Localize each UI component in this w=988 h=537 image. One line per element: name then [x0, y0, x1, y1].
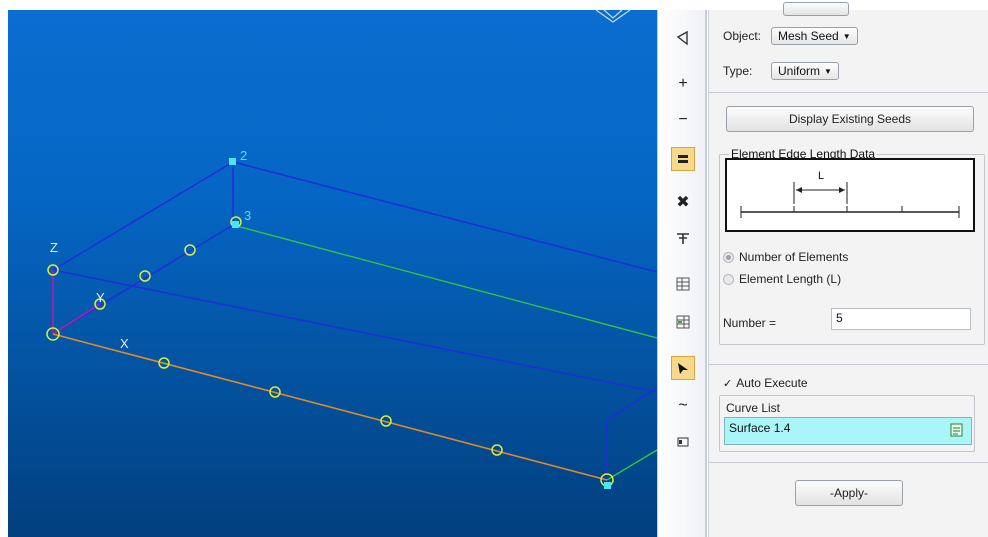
divider — [709, 364, 988, 365]
apply-button[interactable]: -Apply- — [795, 480, 903, 506]
edge-green-back — [232, 224, 657, 339]
length-diagram-graphic — [740, 182, 960, 218]
object-label: Object: — [723, 29, 762, 43]
toolbar-divider — [705, 10, 707, 537]
curve-list-label: Curve List — [726, 401, 781, 415]
mesh-seed-panel: Object: Mesh Seed ▼ Type: Uniform ▼ Disp… — [708, 2, 988, 537]
seed-marker — [139, 270, 151, 282]
pick-list-icon[interactable] — [949, 422, 965, 441]
curve-list-field[interactable]: Surface 1.4 — [724, 417, 972, 445]
zoom-out-icon[interactable]: − — [678, 111, 688, 128]
edge-green-front — [606, 449, 657, 481]
node-marker — [232, 221, 239, 228]
radio-element-length-label: Element Length (L) — [739, 272, 842, 286]
list-grid-icon[interactable] — [671, 272, 695, 296]
edge-top-back — [232, 161, 657, 273]
object-select-value: Mesh Seed — [778, 29, 839, 43]
number-input[interactable]: 5 — [831, 308, 971, 330]
node-marker — [604, 482, 611, 489]
curve-list-value: Surface 1.4 — [729, 421, 791, 435]
type-select[interactable]: Uniform ▼ — [771, 62, 839, 80]
radio-off-icon — [723, 273, 734, 285]
radio-element-length[interactable]: Element Length (L) — [723, 272, 841, 286]
number-label: Number = — [723, 316, 777, 330]
crossed-tools-icon[interactable]: ✖ — [676, 194, 690, 211]
box-select-icon[interactable] — [671, 430, 695, 454]
seed-marker — [47, 264, 59, 276]
equal-icon[interactable] — [671, 147, 695, 171]
radio-number-of-elements[interactable]: Number of Elements — [723, 250, 848, 264]
x-axis-edge — [52, 333, 608, 481]
node-label: 3 — [244, 208, 252, 223]
y-axis-line — [52, 303, 101, 335]
node-marker — [229, 158, 236, 165]
display-existing-seeds-button[interactable]: Display Existing Seeds — [726, 106, 974, 132]
axis-label-x: X — [120, 336, 129, 351]
node-label: 2 — [240, 148, 248, 163]
seed-marker — [184, 244, 196, 256]
seed-marker — [491, 444, 503, 456]
divider — [709, 462, 988, 463]
model-viewport[interactable]: Z Y X 2 3 — [8, 10, 657, 537]
radio-number-of-elements-label: Number of Elements — [739, 250, 849, 264]
edge-bottom-left — [52, 224, 234, 335]
view-toolbar: + − ✖ ~ — [657, 10, 707, 537]
diagram-label-l: L — [818, 170, 825, 182]
edge-top-front — [52, 269, 657, 393]
divider — [709, 92, 988, 93]
seed-marker — [94, 298, 106, 310]
polygon-icon[interactable] — [671, 26, 695, 50]
auto-execute-checkbox[interactable]: ✓ Auto Execute — [723, 376, 808, 390]
zoom-in-icon[interactable]: + — [678, 75, 688, 92]
seed-marker — [380, 415, 392, 427]
curve-icon[interactable]: ~ — [678, 397, 688, 414]
seed-marker — [46, 327, 60, 341]
axis-label-z: Z — [50, 240, 58, 255]
view-cube-icon — [595, 10, 631, 23]
object-select[interactable]: Mesh Seed ▼ — [771, 27, 858, 45]
edge-top-left — [52, 161, 234, 271]
radio-on-icon — [723, 251, 734, 263]
mesh-tool-icon[interactable] — [671, 226, 695, 250]
type-label: Type: — [723, 64, 753, 78]
select-arrow-icon[interactable] — [671, 356, 695, 380]
axis-label-y: Y — [96, 290, 105, 305]
type-select-value: Uniform — [778, 64, 821, 78]
curve-list-group — [719, 395, 975, 452]
auto-execute-label: Auto Execute — [736, 376, 808, 390]
seed-marker — [269, 386, 281, 398]
top-partial-button[interactable] — [783, 2, 849, 16]
seed-marker — [158, 357, 170, 369]
edge-front-top-right — [606, 387, 657, 421]
caret-down-icon: ▼ — [824, 66, 832, 76]
group-title: Element Edge Length Data — [729, 147, 878, 161]
length-diagram: L — [725, 158, 975, 232]
caret-down-icon: ▼ — [842, 31, 851, 41]
checkbox-check-icon: ✓ — [723, 377, 733, 390]
mesh-wireframe — [46, 10, 657, 489]
list-grid-alt-icon[interactable] — [671, 310, 695, 334]
